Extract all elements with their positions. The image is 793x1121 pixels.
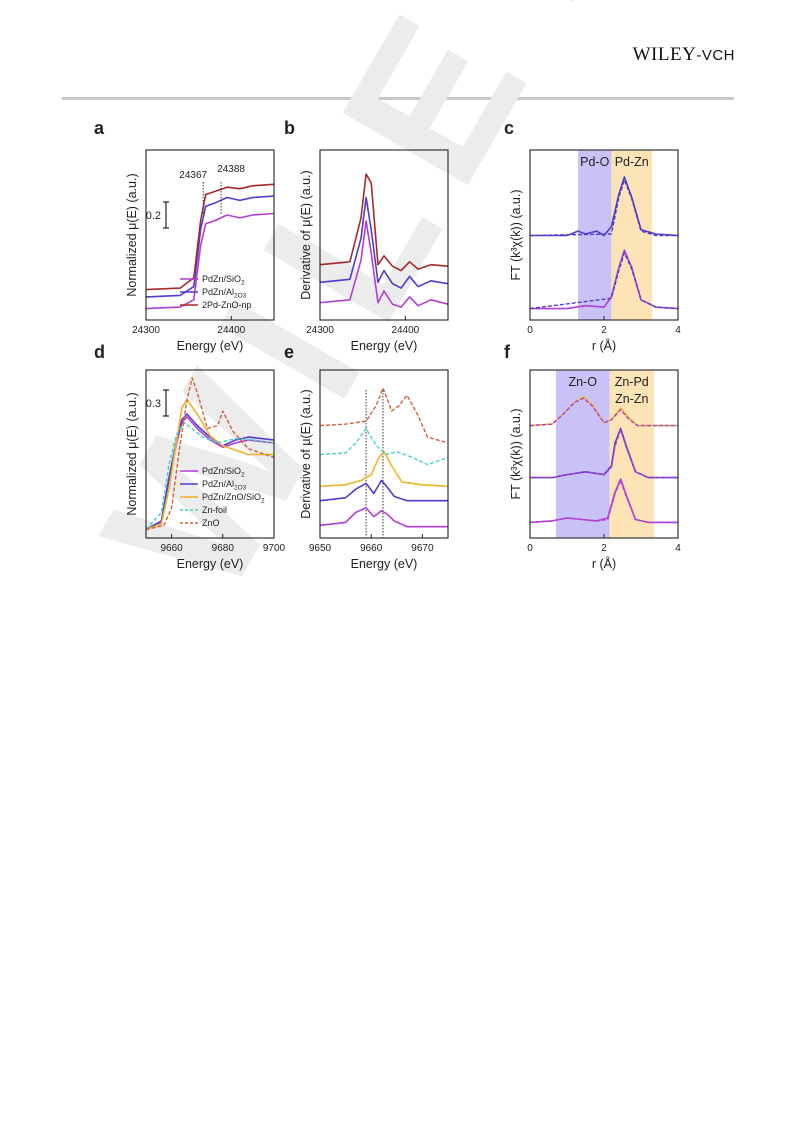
band-0 xyxy=(555,370,610,538)
band-label: Pd-Zn xyxy=(615,155,649,169)
x-tick-label: 2 xyxy=(601,543,607,554)
legend-label: PdZn/Al2O3 xyxy=(202,479,247,492)
x-tick-label: 0 xyxy=(527,543,533,554)
series-zn-foil xyxy=(145,422,275,531)
x-tick-label: 24300 xyxy=(132,325,160,336)
plot-frame xyxy=(145,149,275,321)
x-tick-label: 24300 xyxy=(306,325,334,336)
series-pdzn-al2o3 xyxy=(145,413,275,531)
annotation-label: 24388 xyxy=(217,164,245,175)
x-axis-label: r (Å) xyxy=(592,338,616,353)
y-axis-label: FT (k³χ(k)) (a.u.) xyxy=(509,408,523,499)
plot-frame xyxy=(145,369,275,539)
panel-letter: d xyxy=(94,342,105,362)
band-label: Zn-Zn xyxy=(615,392,648,406)
panel-letter: a xyxy=(94,118,105,138)
series-pdzn-al2o3 xyxy=(319,479,448,502)
legend-label: PdZn/SiO2 xyxy=(202,274,245,287)
scale-bar-label: 0.2 xyxy=(146,210,161,222)
panel-f: 0 2 4 r (Å) FT (k³χ(k)) (a.u.) f Zn-O Zn-Pd Zn-Z… xyxy=(504,342,681,571)
x-tick-label: 9660 xyxy=(160,543,183,554)
x-axis-label: r (Å) xyxy=(592,556,616,571)
x-tick-label: 9670 xyxy=(411,543,434,554)
panel-d: 9660 9680 9700 Energy (eV) Normalized μ(E) (… xyxy=(94,342,286,571)
series-zno xyxy=(319,387,449,444)
plot-frame xyxy=(319,149,449,321)
scale-bar-label: 0.3 xyxy=(146,398,161,410)
panel-e: 9650 9660 9670 Energy (eV) Derivative of μ(E… xyxy=(284,342,449,571)
y-axis-label: Derivative of μ(E) (a.u.) xyxy=(299,389,313,518)
x-axis-label: Energy (eV) xyxy=(177,339,244,353)
x-tick-label: 9700 xyxy=(263,543,286,554)
x-tick-label: 2 xyxy=(601,325,607,336)
x-axis-label: Energy (eV) xyxy=(351,339,418,353)
series-pdzn-al2o3-fit xyxy=(529,179,678,237)
legend-label: Zn-foil xyxy=(202,505,227,515)
x-axis-label: Energy (eV) xyxy=(177,557,244,571)
y-axis-label: Normalized μ(E) (a.u.) xyxy=(125,392,139,515)
y-axis-label: Normalized μ(E) (a.u.) xyxy=(125,173,139,296)
series-2pd-zno-np xyxy=(319,173,449,272)
series-pdzn-al2o3 xyxy=(145,195,275,298)
legend-label: ZnO xyxy=(202,518,220,528)
legend-label: PdZn/ZnO/SiO2 xyxy=(202,492,265,505)
panel-a: 24300 24400 Energy (eV) Normalized μ(E) (a.… xyxy=(94,118,275,353)
x-tick-label: 24400 xyxy=(217,325,245,336)
x-axis-label: Energy (eV) xyxy=(351,557,418,571)
y-axis-label: Derivative of μ(E) (a.u.) xyxy=(299,170,313,299)
series-pdzn-sio2 xyxy=(319,507,448,528)
plot-frame xyxy=(319,369,449,539)
panel-letter: f xyxy=(504,342,511,362)
publisher-logo: WILEY-VCH xyxy=(632,44,735,65)
panel-letter: e xyxy=(284,342,294,362)
series-pdzn-zno-sio2 xyxy=(319,450,449,488)
legend-label: PdZn/Al2O3 xyxy=(202,287,247,300)
series-pdzn-sio2 xyxy=(530,249,679,310)
annotation-label: 24367 xyxy=(179,170,207,181)
x-tick-label: 9680 xyxy=(212,543,235,554)
series-pdzn-al2o3-fit xyxy=(530,429,678,479)
band-label: Zn-O xyxy=(568,375,597,389)
band-0 xyxy=(578,150,612,320)
series-zn-foil xyxy=(319,427,449,466)
legend-label: PdZn/SiO2 xyxy=(202,466,245,479)
series-2pd-zno-np xyxy=(145,183,275,291)
x-tick-label: 4 xyxy=(675,325,681,336)
band-label: Pd-O xyxy=(580,155,609,169)
legend-label: 2Pd-ZnO-np xyxy=(202,300,252,310)
band-label: Zn-Pd xyxy=(615,375,649,389)
series-pdzn-zno-sio2 xyxy=(145,398,274,531)
x-tick-label: 9660 xyxy=(360,543,383,554)
x-tick-label: 0 xyxy=(527,325,533,336)
series-pdzn-al2o3 xyxy=(319,196,449,289)
series-pdzn-zno-sio2-fit xyxy=(529,397,678,427)
panel-letter: c xyxy=(504,118,514,138)
series-pdzn-sio2 xyxy=(145,212,275,310)
series-zno xyxy=(145,377,275,531)
series-pdzn-sio2-fit xyxy=(529,479,678,524)
panel-letter: b xyxy=(284,118,295,138)
x-tick-label: 24400 xyxy=(391,325,419,336)
x-tick-label: 4 xyxy=(675,543,681,554)
header-rule xyxy=(62,97,734,100)
series-pdzn-sio2-fit xyxy=(529,252,679,310)
panel-b: 24300 24400 Energy (eV) Derivative of μ(E) … xyxy=(284,118,449,353)
series-pdzn-sio2 xyxy=(319,220,449,308)
panel-c: 0 2 4 r (Å) FT (k³χ(k)) (a.u.) c Pd-O Pd-Zn xyxy=(504,118,681,353)
x-tick-label: 9650 xyxy=(309,543,332,554)
y-axis-label: FT (k³χ(k)) (a.u.) xyxy=(509,189,523,280)
band-1 xyxy=(611,150,653,320)
